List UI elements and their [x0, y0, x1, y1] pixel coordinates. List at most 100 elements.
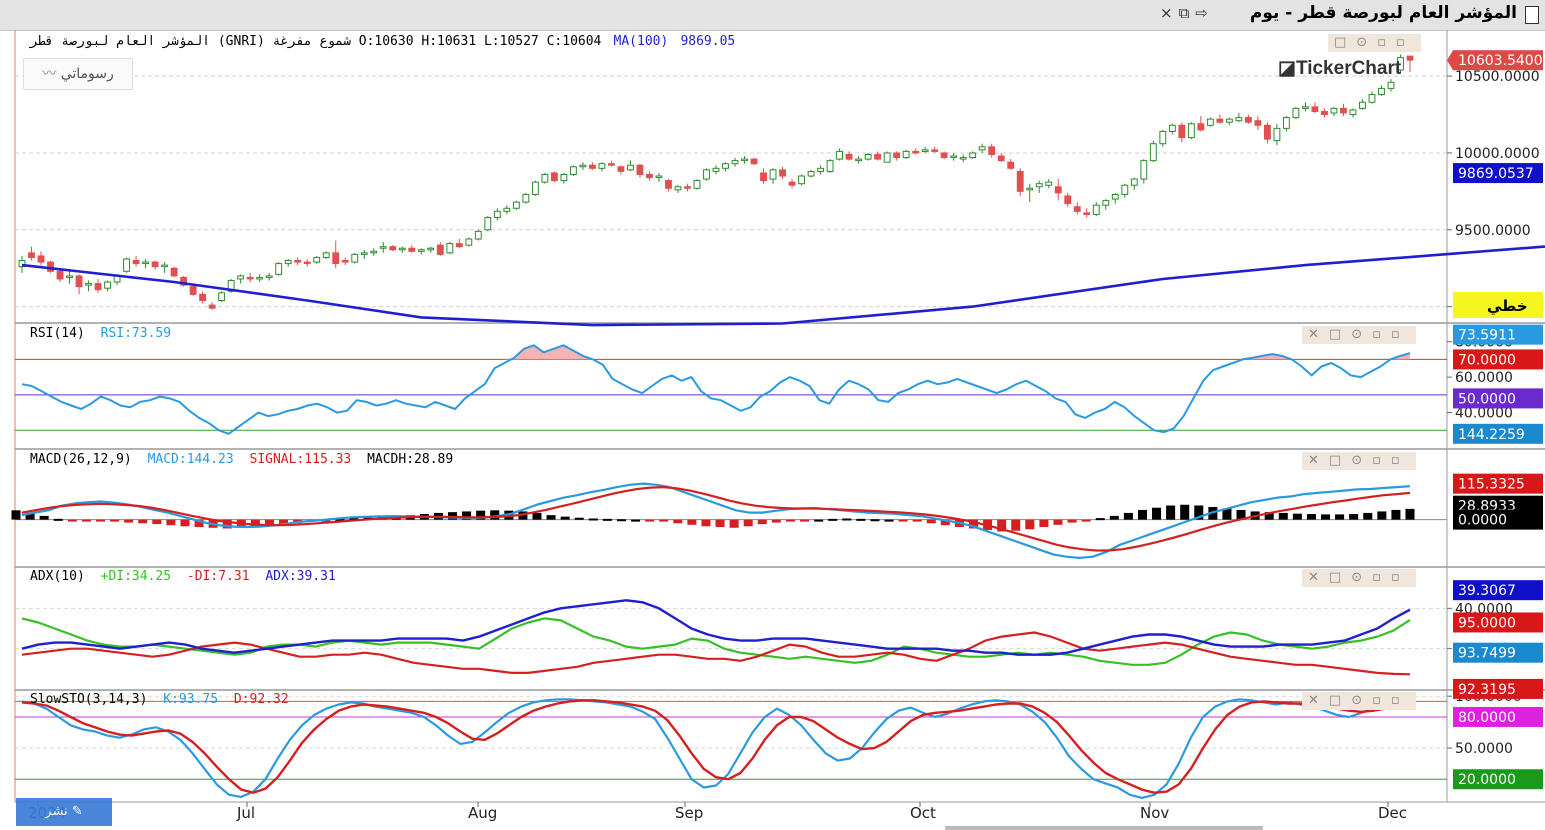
- macd-legend: MACD(26,12,9) MACD:144.23 SIGNAL:115.33 …: [30, 452, 461, 467]
- maximize-icon[interactable]: □: [1328, 327, 1352, 342]
- macd-histogram-bar: [785, 519, 795, 522]
- more-icon[interactable]: ▫▫: [1372, 327, 1410, 342]
- my-drawings-button[interactable]: 〰 رسوماتي: [23, 58, 133, 90]
- candle-body: [893, 152, 901, 159]
- share-button[interactable]: نشر ✎: [16, 798, 112, 826]
- macd-histogram-bar: [1405, 508, 1415, 520]
- settings-icon[interactable]: ⊙: [1351, 570, 1373, 585]
- macd-panel-controls[interactable]: ✕□⊙▫▫: [1302, 452, 1416, 470]
- macd-histogram-bar: [631, 519, 641, 522]
- macdh-value: MACDH:28.89: [367, 452, 454, 467]
- last-price-tag: 10603.5400: [1458, 53, 1543, 69]
- settings-icon[interactable]: ⊙: [1351, 693, 1373, 708]
- close-icon[interactable]: ✕: [1308, 453, 1329, 468]
- more-icon[interactable]: ▫▫: [1372, 693, 1410, 708]
- mdi-value: -DI:7.31: [186, 569, 250, 584]
- restore-icon[interactable]: ⧉: [1178, 4, 1196, 22]
- macd-histogram-bar: [1053, 519, 1063, 525]
- window-checkbox[interactable]: [1525, 6, 1539, 24]
- horizontal-scrollbar[interactable]: [945, 826, 1263, 830]
- candle-body: [826, 160, 834, 172]
- maximize-icon[interactable]: □: [1328, 693, 1352, 708]
- adx-panel-controls[interactable]: ✕□⊙▫▫: [1302, 569, 1416, 587]
- macd-histogram-bar: [222, 519, 232, 529]
- rsi-50-tag: 50.0000: [1458, 391, 1516, 407]
- candle-body: [503, 207, 511, 212]
- candle-body: [731, 160, 739, 165]
- macd-histogram-bar: [1194, 505, 1204, 520]
- more-icon[interactable]: ▫▫: [1372, 453, 1410, 468]
- close-icon[interactable]: ✕: [1308, 570, 1329, 585]
- candle-body: [341, 260, 349, 263]
- close-icon[interactable]: ✕: [1308, 327, 1329, 342]
- candle-body: [75, 275, 83, 288]
- sto-20-tag-bg: [1453, 769, 1543, 790]
- price-panel-controls[interactable]: □⊙▫▫: [1328, 34, 1421, 52]
- more-icon[interactable]: ▫▫: [1377, 35, 1415, 50]
- x-axis-label-3: Sep: [675, 804, 703, 822]
- my-drawings-label: رسوماتي: [60, 66, 114, 82]
- close-icon[interactable]: ✕: [1308, 693, 1329, 708]
- detach-icon[interactable]: ⇨: [1195, 4, 1214, 22]
- close-icon[interactable]: ×: [1160, 4, 1179, 22]
- candle-body: [227, 280, 235, 292]
- candle-body: [845, 153, 853, 160]
- macd-histogram-bar: [997, 519, 1007, 532]
- macd-histogram-bar: [1349, 514, 1359, 520]
- candle-body: [655, 175, 663, 179]
- sto-panel-controls[interactable]: ✕□⊙▫▫: [1302, 692, 1416, 710]
- candle-body: [474, 230, 482, 240]
- candle-body: [1406, 55, 1414, 61]
- candle-body: [161, 264, 169, 268]
- macd-histogram-bar: [1095, 518, 1105, 521]
- macd-histogram-bar: [1166, 505, 1176, 520]
- macd-histogram-bar: [462, 511, 472, 520]
- macd-histogram-bar: [616, 519, 626, 522]
- macd-histogram-bar: [1321, 514, 1331, 520]
- candle-body: [969, 152, 977, 159]
- candle-body: [1321, 110, 1328, 116]
- macd-histogram-bar: [1306, 514, 1316, 520]
- macd-histogram-bar: [1391, 509, 1401, 520]
- macd-histogram-bar: [968, 519, 979, 529]
- candle-body: [180, 276, 188, 286]
- candle-body: [398, 247, 406, 251]
- more-icon[interactable]: ▫▫: [1372, 570, 1410, 585]
- candle-body: [712, 167, 720, 172]
- settings-icon[interactable]: ⊙: [1351, 327, 1373, 342]
- macd-histogram-bar: [53, 518, 63, 521]
- candle-body: [66, 275, 73, 278]
- maximize-icon[interactable]: □: [1328, 453, 1352, 468]
- candle-body: [436, 244, 444, 255]
- candle-body: [199, 293, 207, 301]
- candle-body: [788, 181, 796, 186]
- settings-icon[interactable]: ⊙: [1351, 453, 1373, 468]
- signal-line: [21, 486, 1411, 552]
- candle-body: [617, 166, 625, 172]
- candle-body: [741, 158, 748, 162]
- candle-body: [760, 172, 767, 182]
- candle-body: [484, 216, 492, 231]
- candle-body: [1359, 101, 1366, 109]
- chart-area[interactable]: 10500.000010000.00009500.00009000.000010…: [0, 30, 1545, 830]
- rsi-panel-controls[interactable]: ✕□⊙▫▫: [1302, 326, 1416, 344]
- ma-label: MA(100): [613, 34, 669, 49]
- macd-histogram-bar: [1222, 508, 1232, 520]
- candle-body: [931, 149, 939, 152]
- settings-icon[interactable]: ⊙: [1356, 35, 1378, 50]
- candle-body: [1378, 87, 1385, 96]
- candle-body: [1064, 195, 1072, 205]
- candle-body: [836, 150, 844, 160]
- macd-histogram-bar: [1025, 519, 1035, 530]
- macd-histogram-bar: [715, 519, 725, 528]
- candle-body: [1301, 106, 1309, 109]
- macd-histogram-bar: [279, 519, 289, 526]
- x-axis-label-4: Oct: [910, 804, 936, 822]
- candle-body: [988, 146, 996, 155]
- candle-body: [1083, 212, 1091, 215]
- maximize-icon[interactable]: □: [1328, 570, 1352, 585]
- candle-body: [303, 261, 311, 265]
- maximize-icon[interactable]: □: [1334, 35, 1357, 50]
- adx-value: ADX:39.31: [265, 569, 336, 584]
- macd-histogram-bar: [518, 511, 528, 520]
